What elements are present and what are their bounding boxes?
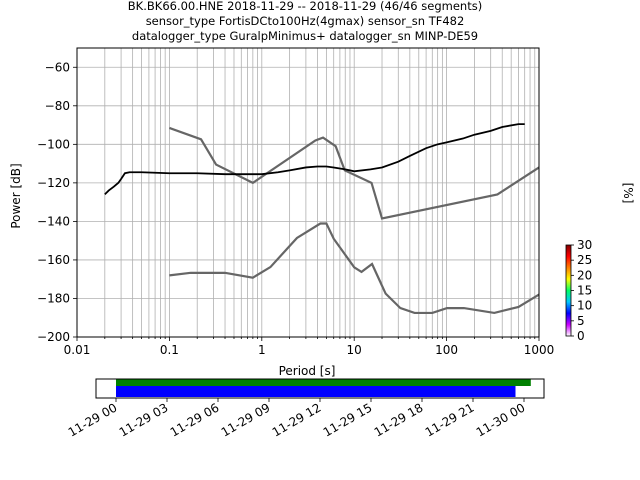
y-tick-label: −60 [45,60,70,74]
y-tick-label: −80 [45,99,70,113]
time-tick-label: 11-29 06 [168,400,222,439]
time-tick-label: 11-29 18 [372,400,426,439]
mode-curve [104,123,525,196]
noise-model-nhnm [169,126,540,220]
y-tick-label: −160 [37,253,70,267]
plot-frame [76,47,540,338]
x-axis-label: Period [s] [279,364,336,378]
colorbar-tick-label: 30 [577,238,592,252]
chart-title: BK.BK66.00.HNE 2018-11-29 -- 2018-11-29 … [128,0,482,43]
time-tick-label: 11-30 00 [474,400,528,439]
availability-blue-bar [116,386,516,397]
colorbar-tick-label: 15 [577,284,592,298]
plot-background [77,48,539,337]
colorbar-tick-label: 10 [577,299,592,313]
title-line-3: datalogger_type GuralpMinimus+ datalogge… [132,29,478,43]
grid [77,48,539,337]
colorbar-strip [565,244,572,337]
availability-green-bar [116,379,531,386]
colorbar-tick-label: 0 [577,329,585,343]
time-tick-label: 11-29 00 [66,400,120,439]
y-tick-label: −180 [37,291,70,305]
time-tick-label: 11-29 15 [321,400,375,439]
y-ticks: −60 −80 −100 −120 −140 −160 −180 −200 [37,60,77,344]
title-line-1: BK.BK66.00.HNE 2018-11-29 -- 2018-11-29 … [128,0,482,13]
x-tick-label: 0.1 [160,343,179,357]
y-tick-label: −120 [37,176,70,190]
plot-area: 0.01 0.1 1 10 100 1000−60−80−100−120−140−160−… [37,47,555,357]
noise-model-nlnm [169,222,540,315]
x-tick-label: 1000 [524,343,555,357]
y-tick-label: −200 [37,330,70,344]
y-tick-label: −100 [37,137,70,151]
x-tick-label: 0.01 [64,343,91,357]
colorbar-tick-label: 5 [577,314,585,328]
y-tick-label: −140 [37,214,70,228]
time-tick-label: 11-29 21 [423,400,477,439]
colorbar-label: [%] [621,183,635,204]
colorbar-tick-label: 20 [577,268,592,282]
time-tick-label: 11-29 12 [270,400,324,439]
x-tick-label: 100 [435,343,458,357]
x-tick-label: 10 [347,343,362,357]
x-ticks: 0.01 0.1 1 10 100 1000 [64,337,555,357]
title-line-2: sensor_type FortisDCto100Hz(4gmax) senso… [146,14,465,28]
time-tick-label: 11-29 03 [117,400,171,439]
x-tick-label: 1 [258,343,266,357]
y-axis-label: Power [dB] [9,163,23,228]
colorbar-tick-label: 25 [577,253,592,267]
time-tick-label: 11-29 09 [219,400,273,439]
